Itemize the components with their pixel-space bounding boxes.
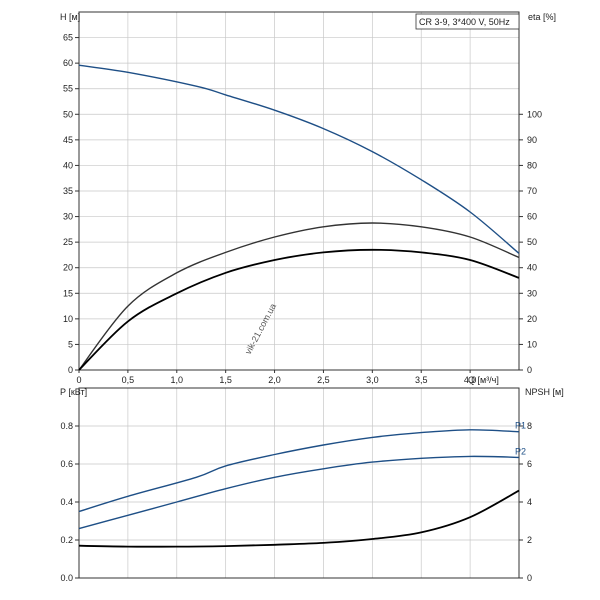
top-y-tick-label: 55 — [63, 84, 73, 94]
x-tick-label: 4,0 — [464, 375, 477, 385]
x-tick-label: 3,5 — [415, 375, 428, 385]
watermark: vik-21.com.ua — [243, 302, 278, 356]
bottom-y2-tick-label: 0 — [527, 573, 532, 583]
top-y-tick-label: 30 — [63, 212, 73, 222]
top-panel-series — [78, 64, 520, 371]
bottom-series-line-2 — [78, 489, 520, 548]
top-y2-tick-label: 20 — [527, 314, 537, 324]
bottom-y-tick-label: 0.2 — [60, 535, 73, 545]
x-tick-label: 2,0 — [268, 375, 281, 385]
top-x-axis-label: Q [м³/ч] — [468, 375, 499, 385]
bottom-panel-frame — [78, 387, 520, 579]
top-y2-tick-label: 90 — [527, 135, 537, 145]
bottom-y-axis-label: P [кВт] — [60, 387, 87, 397]
top-y2-tick-label: 80 — [527, 160, 537, 170]
x-tick-label: 0 — [76, 375, 81, 385]
top-y-tick-label: 60 — [63, 58, 73, 68]
bottom-y2-tick-label: 6 — [527, 459, 532, 469]
x-tick-label: 2,5 — [317, 375, 330, 385]
x-tick-label: 1,0 — [171, 375, 184, 385]
bottom-y-tick-label: 0.8 — [60, 421, 73, 431]
top-y2-axis-label: eta [%] — [528, 12, 556, 22]
top-y2-tick-label: 50 — [527, 237, 537, 247]
top-y-tick-label: 0 — [68, 365, 73, 375]
top-y-tick-label: 50 — [63, 109, 73, 119]
bottom-y-tick-label: 0.6 — [60, 459, 73, 469]
x-tick-label: 0,5 — [122, 375, 135, 385]
chart-title: CR 3-9, 3*400 V, 50Hz — [419, 17, 510, 27]
top-panel-ticks: 0 5 10 15 20 25 30 35 40 45 50 55 60 65 0 10 20 30 40 50 60 7… — [63, 33, 542, 385]
top-y2-tick-label: 10 — [527, 339, 537, 349]
x-tick-label: 1,5 — [219, 375, 232, 385]
top-y-tick-label: 20 — [63, 263, 73, 273]
bottom-series-label-p1: P1 — [515, 421, 526, 431]
chart-title-box — [415, 13, 520, 30]
bottom-y2-tick-label: 8 — [527, 421, 532, 431]
top-series-line-0 — [78, 64, 520, 254]
top-y2-tick-label: 30 — [527, 288, 537, 298]
top-panel-grid — [79, 12, 520, 370]
bottom-series-line-0 — [78, 429, 520, 513]
bottom-series-line-1 — [78, 455, 520, 530]
top-y2-tick-label: 60 — [527, 212, 537, 222]
x-tick-label: 3,0 — [366, 375, 379, 385]
top-y-tick-label: 10 — [63, 314, 73, 324]
top-series-line-1 — [78, 222, 520, 371]
top-y2-tick-label: 70 — [527, 186, 537, 196]
top-y-tick-label: 15 — [63, 288, 73, 298]
top-y-tick-label: 65 — [63, 33, 73, 43]
bottom-y2-axis-label: NPSH [м] — [525, 387, 564, 397]
top-y-tick-label: 45 — [63, 135, 73, 145]
bottom-y2-tick-label: 4 — [527, 497, 532, 507]
top-y-tick-label: 35 — [63, 186, 73, 196]
bottom-panel-ticks: 0.0 0.2 0.4 0.6 0.8 0 2 4 6 8 — [60, 421, 532, 583]
bottom-y2-tick-label: 2 — [527, 535, 532, 545]
top-y-tick-label: 40 — [63, 160, 73, 170]
top-y2-tick-label: 0 — [527, 365, 532, 375]
top-y-tick-label: 5 — [68, 339, 73, 349]
top-y-axis-label: H [м] — [60, 12, 80, 22]
top-y-tick-label: 25 — [63, 237, 73, 247]
bottom-series-label-p2: P2 — [515, 446, 526, 456]
top-y2-tick-label: 100 — [527, 109, 542, 119]
bottom-panel-series: P1 P2 — [78, 421, 526, 548]
bottom-y-tick-label: 0.0 — [60, 573, 73, 583]
bottom-y-tick-label: 0.4 — [60, 497, 73, 507]
top-series-line-2 — [78, 248, 520, 371]
top-y2-tick-label: 40 — [527, 263, 537, 273]
bottom-panel-grid — [79, 388, 520, 578]
